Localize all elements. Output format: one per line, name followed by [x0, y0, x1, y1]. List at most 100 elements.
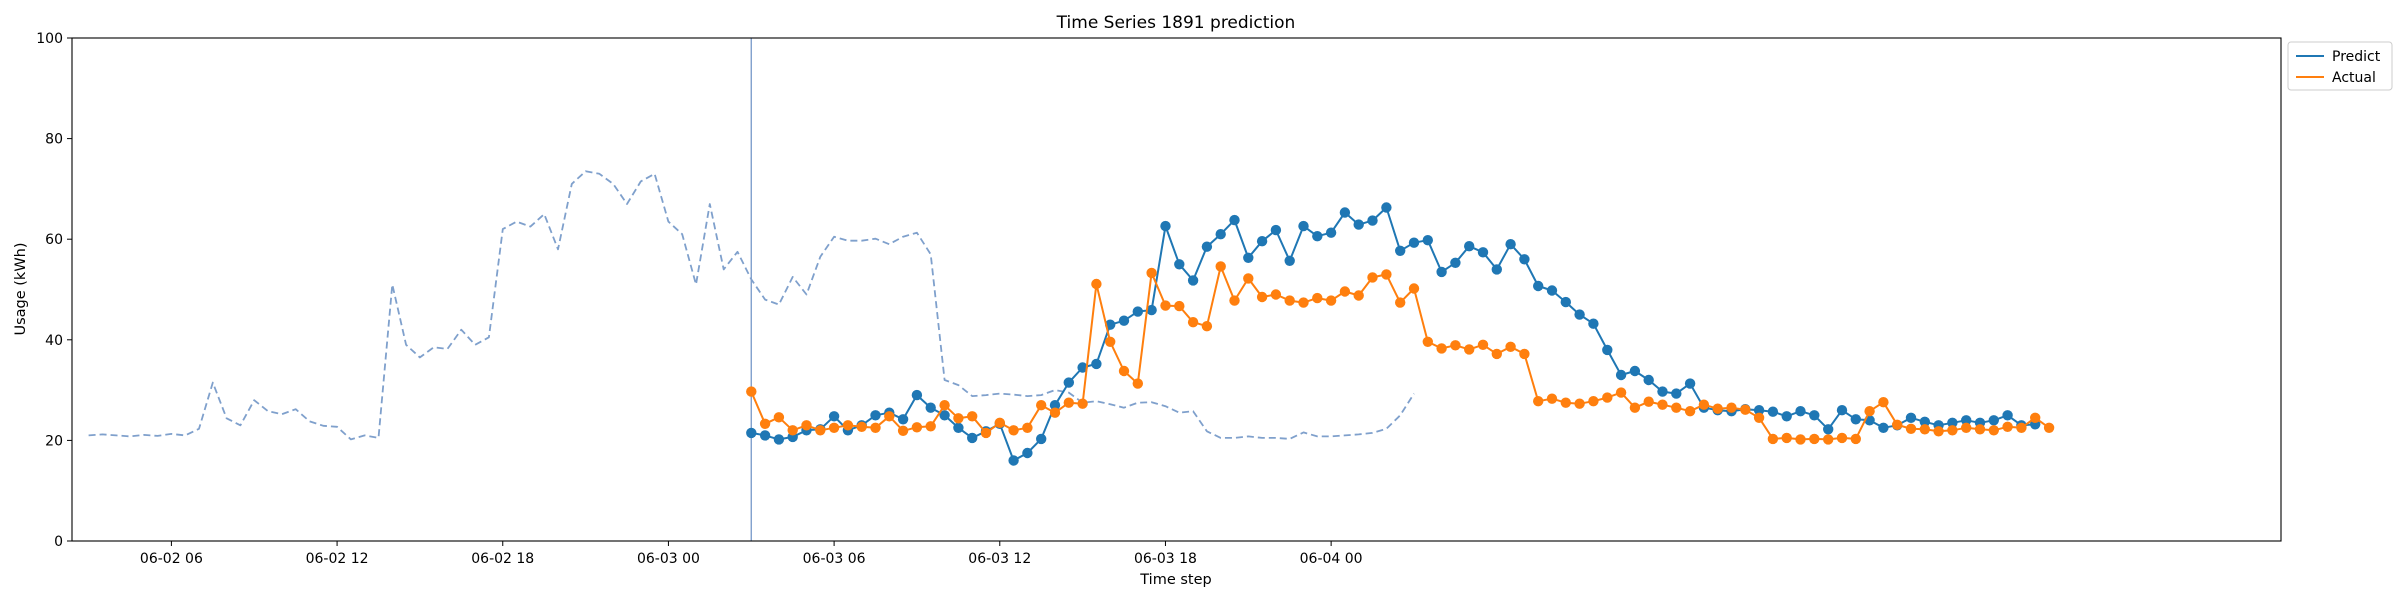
predict-point — [1795, 406, 1806, 417]
predict-legend-label: Predict — [2332, 49, 2381, 65]
axes: 0 20 40 60 80 100 06-02 06 06-02 12 06-02 18 06-0… — [36, 31, 2282, 567]
predict-point — [1077, 362, 1088, 373]
predict-line — [751, 206, 2036, 462]
predict-point — [967, 432, 978, 444]
x-axis-title: Time step — [1139, 572, 1211, 588]
predict-point — [939, 410, 950, 421]
actual-point — [1795, 434, 1806, 445]
actual-point — [759, 418, 771, 429]
predict-point — [897, 414, 909, 425]
actual-point — [1905, 423, 1917, 434]
actual-point — [1919, 424, 1931, 435]
actual-point — [1533, 396, 1544, 407]
actual-point — [1574, 398, 1585, 409]
predict-point — [1809, 410, 1820, 421]
actual-point — [1850, 433, 1862, 445]
actual-point — [1132, 378, 1144, 389]
actual-point — [2043, 422, 2055, 433]
actual-point — [1339, 286, 1351, 297]
predict-point — [1395, 245, 1406, 256]
predict-point — [1146, 304, 1157, 316]
y-tick-label: 80 — [45, 132, 63, 148]
predict-point — [1961, 415, 1972, 426]
predict-point — [1215, 229, 1226, 240]
y-tick-label: 60 — [45, 232, 63, 248]
actual-point — [1684, 406, 1696, 417]
predict-point — [1049, 400, 1061, 411]
predict-point — [1436, 266, 1447, 278]
predict-point — [1505, 239, 1516, 250]
actual-point — [1588, 396, 1599, 407]
actual-point — [1381, 269, 1392, 280]
predict-point — [1684, 378, 1696, 389]
predict-point — [1229, 214, 1240, 226]
actual-point — [1395, 297, 1406, 308]
actual-point — [1546, 393, 1558, 404]
actual-point — [1698, 399, 1710, 410]
predict-point — [1243, 252, 1254, 263]
predict-point — [1615, 369, 1627, 381]
actual-point — [1160, 300, 1171, 311]
actual-point — [801, 420, 812, 431]
predict-point — [1491, 264, 1503, 275]
actual-point — [897, 425, 909, 436]
actual-point — [773, 412, 785, 423]
actual-point — [980, 427, 992, 439]
predict-point — [1174, 259, 1185, 270]
predict-point — [1823, 424, 1834, 435]
predict-point — [1284, 255, 1295, 266]
predict-point — [1988, 415, 2000, 426]
y-tick-label: 100 — [36, 31, 63, 47]
actual-point — [1312, 292, 1323, 304]
predict-point — [1008, 455, 1019, 466]
actual-point — [1988, 425, 2000, 436]
legend: Predict Actual — [2287, 41, 2393, 91]
actual-point — [1602, 392, 1613, 403]
actual-point — [911, 422, 923, 433]
actual-point — [967, 411, 978, 422]
actual-point — [1077, 398, 1088, 409]
predict-point — [759, 430, 771, 441]
x-tick-label: 06-03 12 — [968, 551, 1031, 567]
actual-point — [925, 421, 936, 432]
actual-point — [1408, 283, 1420, 294]
predict-point — [1643, 374, 1654, 386]
predict-point — [1270, 224, 1282, 236]
predict-point — [1753, 405, 1765, 416]
actual-point — [1767, 433, 1779, 445]
actual-point — [1036, 400, 1047, 411]
predict-point — [1063, 377, 1075, 388]
x-tick-label: 06-02 12 — [306, 551, 369, 567]
predict-point — [1367, 215, 1378, 226]
plot-frame — [71, 37, 2282, 542]
predict-point — [1905, 412, 1917, 423]
predict-point — [1781, 411, 1792, 422]
actual-point — [1892, 419, 1903, 430]
actual-point — [1809, 433, 1820, 445]
actual-point — [1187, 317, 1199, 328]
actual-point — [1422, 336, 1434, 347]
predict-point — [953, 422, 964, 433]
predict-point — [1546, 285, 1558, 296]
actual-point — [1560, 397, 1572, 408]
predict-point — [828, 411, 840, 422]
predict-point — [746, 427, 757, 439]
actual-point — [1436, 343, 1447, 354]
actual-point — [1643, 396, 1654, 407]
predict-point — [1132, 306, 1144, 317]
x-tick-label: 06-03 00 — [637, 551, 700, 567]
actual-point — [856, 421, 867, 432]
predict-point — [1381, 202, 1392, 213]
predict-point — [1450, 257, 1461, 268]
actual-point — [815, 425, 826, 436]
actual-point — [2030, 412, 2041, 423]
actual-point — [2002, 421, 2013, 432]
actual-point — [1740, 404, 1751, 415]
actual-point — [1091, 278, 1102, 290]
actual-point — [884, 411, 895, 422]
actual-point — [1505, 341, 1516, 352]
actual-point — [994, 417, 1005, 428]
actual-point — [1947, 425, 1958, 436]
predict-point — [1947, 417, 1958, 428]
